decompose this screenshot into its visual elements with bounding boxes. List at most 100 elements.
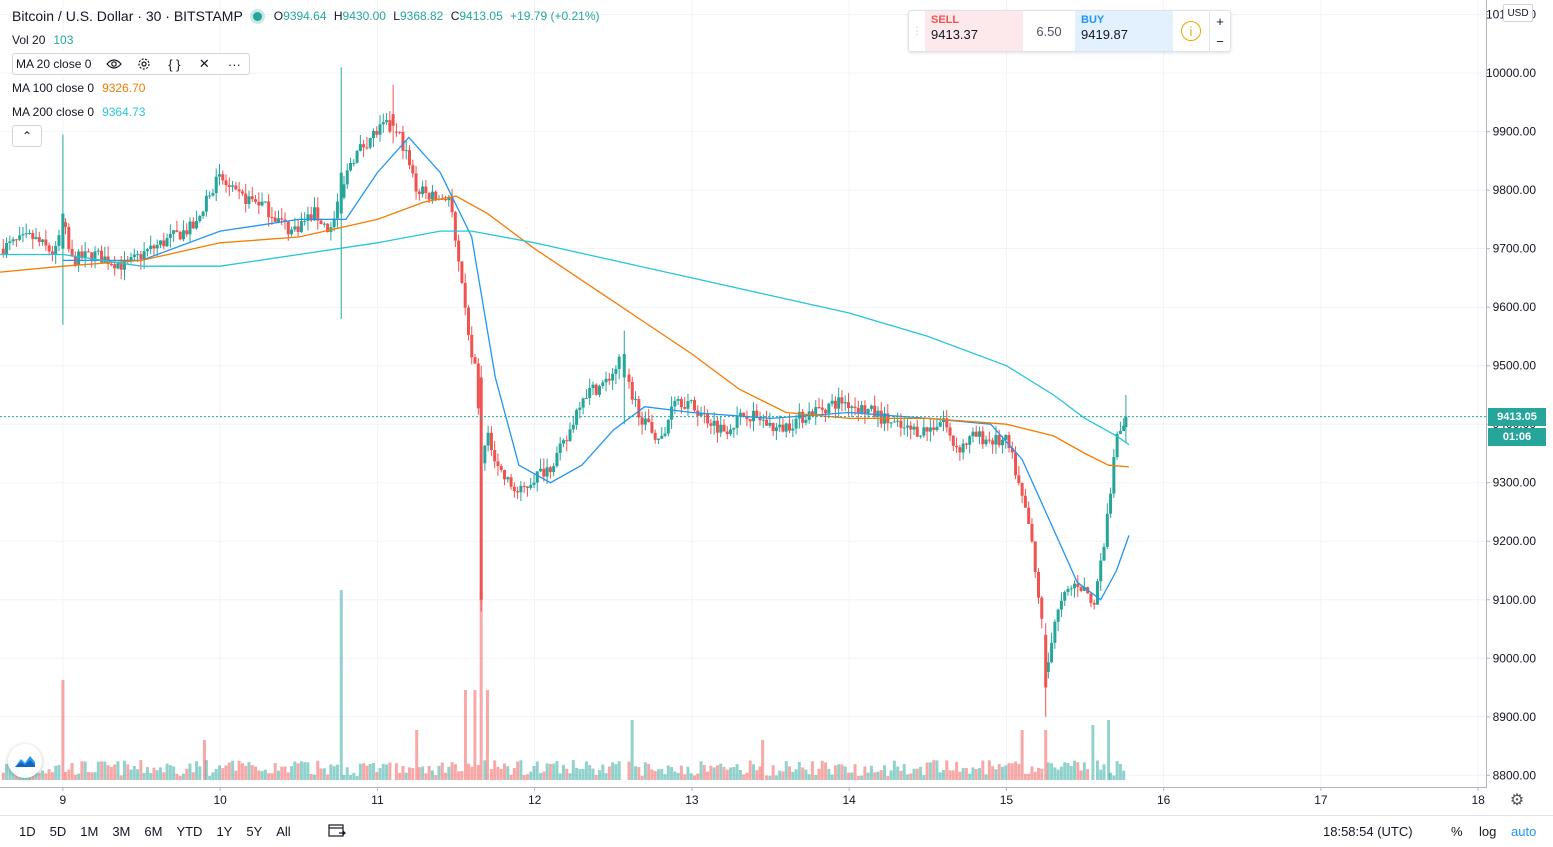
candle-body (316, 207, 320, 221)
percent-scale-toggle[interactable]: % (1451, 824, 1463, 839)
chart-legend: Bitcoin / U.S. Dollar · 30 · BITSTAMP O9… (12, 4, 604, 148)
volume-bar (529, 771, 533, 780)
volume-bar (485, 690, 489, 780)
clock-utc[interactable]: 18:58:54 (UTC) (1323, 824, 1413, 839)
volume-bar (971, 767, 975, 780)
ma200-indicator-name[interactable]: MA 200 close 0 (12, 105, 95, 119)
volume-bar (231, 760, 235, 780)
bottom-toolbar: 1D 5D 1M 3M 6M YTD 1Y 5Y All 18:58:54 (U… (0, 815, 1553, 847)
buy-button[interactable]: BUY 9419.87 (1075, 11, 1173, 51)
candle-body (679, 399, 683, 408)
bar-countdown-label: 01:06 (1488, 427, 1546, 446)
candle-body (204, 195, 208, 212)
volume-bar (1069, 766, 1073, 780)
candle-body (1017, 475, 1021, 484)
candle-body (237, 189, 241, 192)
gear-icon[interactable]: ⚙ (1509, 792, 1525, 809)
ma100-indicator-name[interactable]: MA 100 close 0 (12, 81, 95, 95)
ma20-indicator-box: MA 20 close 0 { } ✕ ··· (12, 53, 251, 75)
info-button[interactable]: i (1173, 11, 1209, 51)
volume-bar (96, 761, 100, 780)
volume-bar (791, 771, 795, 780)
volume-bar (715, 765, 719, 780)
candle-body (460, 261, 464, 283)
candle-body (745, 416, 749, 420)
minus-button[interactable]: − (1216, 33, 1224, 49)
volume-bar (788, 766, 792, 780)
candle-body (345, 170, 349, 185)
volume-bar (172, 766, 176, 780)
candle-body (67, 226, 71, 249)
volume-bar (892, 760, 896, 780)
candle-body (388, 120, 392, 132)
candle-body (919, 435, 923, 437)
volume-bar (637, 767, 641, 780)
candle-body (912, 426, 916, 430)
candle-body (404, 150, 408, 152)
volume-bar (561, 764, 565, 780)
candle-body (440, 198, 444, 200)
volume-bar (735, 764, 739, 780)
volume-indicator-name[interactable]: Vol 20 (12, 33, 46, 47)
price-chart[interactable]: 8800.00 8900.00 9000.00 9100.00 9200.00 9300.… (0, 0, 1553, 815)
volume-bar (358, 763, 362, 780)
candle-body (18, 235, 22, 240)
candle-body (964, 443, 968, 445)
more-icon[interactable]: ··· (227, 56, 241, 72)
source-code-icon[interactable]: { } (168, 56, 181, 72)
candle-body (335, 201, 339, 219)
tradingview-logo-icon[interactable] (8, 744, 42, 778)
log-scale-toggle[interactable]: log (1479, 824, 1497, 839)
candle-body (503, 470, 507, 480)
candle-body (555, 452, 559, 467)
range-5d-button[interactable]: 5D (49, 824, 67, 839)
volume-bar (958, 771, 962, 780)
plus-button[interactable]: + (1216, 13, 1224, 29)
range-1y-button[interactable]: 1Y (216, 824, 233, 839)
ma20-indicator-name[interactable]: MA 20 close 0 (16, 57, 92, 71)
candle-body (932, 427, 936, 431)
volume-bar (1112, 775, 1116, 780)
auto-scale-toggle[interactable]: auto (1511, 824, 1537, 839)
volume-bar (614, 764, 618, 780)
volume-bar (843, 766, 847, 780)
candle-body (260, 201, 264, 206)
remove-icon[interactable]: ✕ (198, 56, 210, 71)
settings-icon[interactable] (129, 54, 159, 74)
candle-body (352, 162, 356, 164)
candle-body (925, 427, 929, 432)
symbol-title[interactable]: Bitcoin / U.S. Dollar · 30 · BITSTAMP (12, 8, 243, 24)
eye-icon[interactable] (99, 54, 129, 74)
collapse-legend-button[interactable]: ⌃ (12, 125, 42, 147)
date-range-icon[interactable] (328, 823, 346, 840)
currency-badge[interactable]: USD (1503, 4, 1533, 22)
volume-bar (214, 769, 218, 780)
range-3m-button[interactable]: 3M (112, 824, 131, 839)
candle-body (1063, 591, 1067, 601)
range-6m-button[interactable]: 6M (144, 824, 163, 839)
volume-bar (594, 775, 598, 780)
volume-bar (1095, 760, 1099, 780)
candle-body (401, 131, 405, 151)
candle-body (1046, 662, 1050, 672)
range-1m-button[interactable]: 1M (80, 824, 99, 839)
volume-bar (817, 768, 821, 780)
volume-bar (280, 766, 284, 780)
volume-bar (627, 761, 631, 780)
price-scale[interactable] (1487, 0, 1553, 788)
range-5y-button[interactable]: 5Y (246, 824, 263, 839)
candle-body (1014, 452, 1018, 476)
sell-button[interactable]: SELL 9413.37 (925, 11, 1023, 51)
volume-bar (355, 775, 359, 780)
volume-bar (77, 773, 81, 780)
range-1d-button[interactable]: 1D (19, 824, 36, 839)
open-value: 9394.64 (283, 9, 327, 23)
drag-handle-icon[interactable]: ⋮ (912, 25, 922, 37)
candle-body (499, 465, 503, 471)
volume-bar (408, 767, 412, 780)
candle-body (254, 199, 258, 202)
range-ytd-button[interactable]: YTD (176, 824, 203, 839)
candle-body (1105, 513, 1109, 547)
range-all-button[interactable]: All (276, 824, 291, 839)
candle-body (958, 447, 962, 453)
